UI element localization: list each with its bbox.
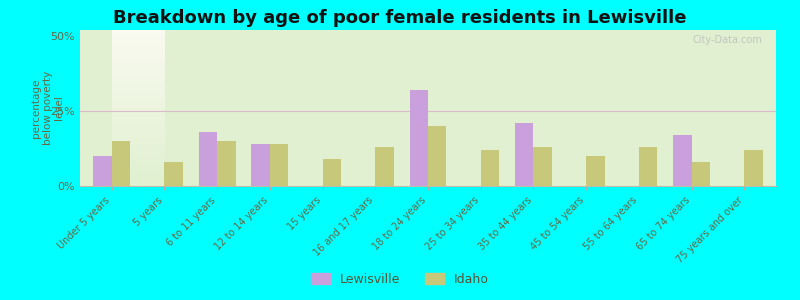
Bar bbox=[481, 150, 499, 186]
Y-axis label: percentage
below poverty
level: percentage below poverty level bbox=[31, 71, 64, 145]
Bar bbox=[534, 147, 552, 186]
Bar bbox=[586, 156, 605, 186]
Bar bbox=[515, 123, 534, 186]
Bar bbox=[251, 144, 270, 186]
Text: Breakdown by age of poor female residents in Lewisville: Breakdown by age of poor female resident… bbox=[114, 9, 686, 27]
Legend: Lewisville, Idaho: Lewisville, Idaho bbox=[306, 268, 494, 291]
Bar bbox=[692, 162, 710, 186]
Bar bbox=[375, 147, 394, 186]
Bar bbox=[639, 147, 658, 186]
Bar bbox=[112, 141, 130, 186]
Bar bbox=[93, 156, 112, 186]
Bar bbox=[673, 135, 692, 186]
Bar bbox=[270, 144, 288, 186]
Bar bbox=[217, 141, 235, 186]
Bar bbox=[198, 132, 217, 186]
Bar bbox=[164, 162, 183, 186]
Bar bbox=[428, 126, 446, 186]
Bar bbox=[410, 90, 428, 186]
Text: City-Data.com: City-Data.com bbox=[692, 35, 762, 45]
Bar bbox=[322, 159, 341, 186]
Bar bbox=[744, 150, 763, 186]
